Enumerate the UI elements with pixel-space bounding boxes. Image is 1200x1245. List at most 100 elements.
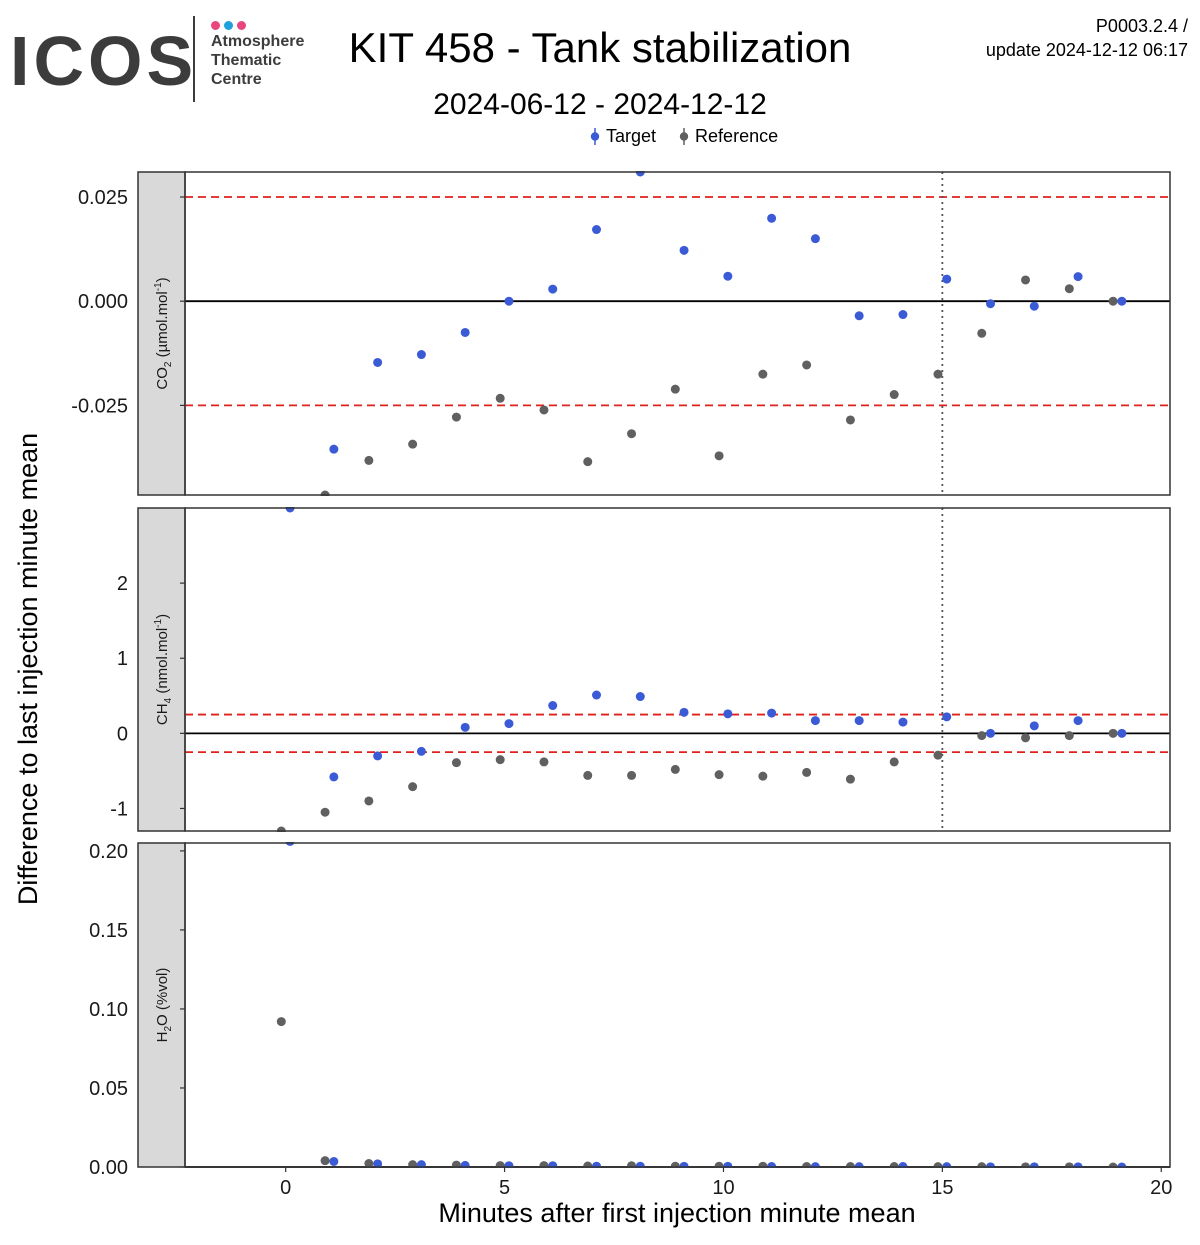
version-line: P0003.2.4 /: [1095, 16, 1188, 36]
update-line: update 2024-12-12 06:17: [985, 40, 1188, 60]
reference-point: [408, 1160, 418, 1168]
target-point: [1073, 272, 1083, 282]
reference-point: [933, 750, 943, 760]
reference-point: [364, 455, 374, 465]
reference-point: [1064, 284, 1074, 294]
reference-point: [758, 369, 768, 379]
panel-2: CH4 (nmol.mol-1)210-1: [110, 507, 1171, 832]
y-tick-label: 0.05: [89, 1078, 128, 1100]
target-point: [592, 225, 602, 235]
target-point: [1117, 728, 1127, 738]
reference-point: [714, 1161, 724, 1168]
reference-point: [495, 755, 505, 765]
logo-divider: [193, 16, 195, 102]
legend: Target Reference: [586, 124, 792, 150]
reference-point: [1108, 296, 1118, 306]
panel-3: H2O (%vol) 0.20 0.15 0.10 0.05 0.00: [89, 841, 1171, 1179]
logo-dot-3: [237, 21, 246, 30]
logo-sub-line-3: Centre: [211, 71, 262, 88]
target-point: [854, 311, 864, 321]
strip-label-part: (nmol.mol: [154, 628, 171, 698]
target-point: [1117, 296, 1127, 306]
target-point: [942, 712, 952, 722]
reference-point: [539, 405, 549, 415]
logo-subtitle: Atmosphere Thematic Centre: [211, 32, 304, 89]
target-point: [416, 1160, 426, 1168]
panel-strip: [137, 507, 186, 832]
reference-point: [627, 770, 637, 780]
y-tick-label: 2: [117, 573, 128, 595]
reference-point: [845, 415, 855, 425]
legend-reference-dot: [679, 132, 689, 141]
date-range-subtitle: 2024-06-12 - 2024-12-12: [433, 88, 767, 121]
logo-sub-line-2: Thematic: [211, 52, 282, 69]
reference-point: [1064, 731, 1074, 741]
y-tick-label: 1: [117, 648, 128, 670]
reference-point: [1021, 275, 1031, 285]
reference-point: [627, 1161, 637, 1168]
strip-label-part: 4: [163, 697, 174, 703]
reference-point: [889, 390, 899, 400]
reference-point: [670, 764, 680, 774]
panel-frame: [184, 507, 1171, 832]
strip-label-part: 2: [163, 361, 174, 367]
strip-label-part: ): [154, 614, 171, 619]
target-point: [942, 274, 952, 284]
target-point: [329, 1156, 339, 1166]
reference-point: [758, 1161, 768, 1168]
logo-dots: [211, 17, 250, 30]
panel-strip-label: CH4 (nmol.mol-1): [153, 614, 174, 725]
strip-label-part: -1: [153, 282, 164, 291]
strip-label-part: (µmol.mol: [154, 291, 171, 361]
reference-point: [364, 796, 374, 806]
target-point: [898, 310, 908, 320]
target-point: [1073, 716, 1083, 726]
panel-strip: [137, 171, 186, 496]
strip-label-part: H: [154, 1032, 171, 1043]
y-tick-label: -1: [110, 798, 128, 820]
reference-point: [451, 1160, 461, 1168]
target-point: [548, 701, 558, 711]
target-point: [286, 497, 295, 506]
y-tick-label: 0.025: [78, 187, 128, 209]
target-point: [592, 690, 602, 700]
target-point: [504, 296, 514, 306]
reference-point: [1108, 728, 1118, 738]
reference-point: [714, 770, 724, 780]
target-point: [679, 245, 689, 255]
logo-wordmark: ICOS: [10, 22, 198, 100]
y-tick-label: 0.000: [78, 291, 128, 313]
target-point: [767, 708, 777, 718]
y-tick-label: -0.025: [71, 395, 128, 417]
target-point: [460, 327, 470, 337]
panel-points: [276, 842, 1127, 1168]
reference-point: [583, 770, 593, 780]
target-point: [723, 709, 733, 719]
target-point: [416, 350, 426, 360]
reference-point: [1021, 733, 1031, 743]
target-point: [548, 284, 558, 294]
logo-dot-1: [211, 21, 220, 30]
strip-label-part: O (%vol): [154, 968, 171, 1026]
reference-point: [758, 771, 768, 781]
y-tick-label: 0.15: [89, 920, 128, 942]
reference-point: [364, 1159, 374, 1168]
legend-target-dot: [590, 132, 600, 141]
strip-label-part: 2: [163, 1026, 174, 1032]
reference-point: [320, 807, 330, 817]
x-tick-label: 0: [280, 1177, 291, 1199]
target-point: [635, 1161, 645, 1168]
target-point: [460, 1160, 470, 1168]
panel-strip-label: H2O (%vol): [154, 968, 174, 1043]
target-point: [592, 1161, 602, 1168]
reference-point: [320, 1156, 330, 1166]
legend-reference: Reference: [675, 124, 778, 148]
target-point: [679, 707, 689, 717]
target-point: [723, 271, 733, 281]
target-point: [416, 746, 426, 756]
legend-target-label: Target: [606, 126, 657, 146]
target-point: [329, 772, 339, 782]
target-point: [548, 1161, 558, 1168]
target-point: [898, 717, 908, 727]
legend-reference-label: Reference: [695, 126, 779, 146]
